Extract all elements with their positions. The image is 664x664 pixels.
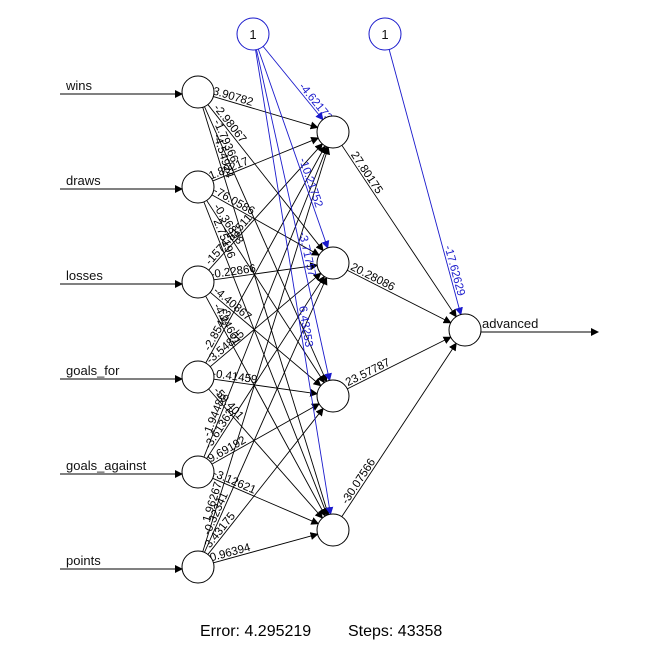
steps-label: Steps: 43358: [348, 623, 442, 640]
bias-node-hidden: [236, 17, 270, 51]
input-label-wins: wins: [65, 78, 93, 93]
edge-input-6-hidden-1: [202, 146, 331, 552]
edge-input-5-hidden-4: [212, 477, 320, 525]
input-label-goals_for: goals_for: [66, 363, 120, 378]
edge-input-5-hidden-1: [203, 145, 329, 458]
edge-input-2-hidden-2: [211, 194, 320, 256]
edge-input-6-hidden-3: [207, 407, 324, 555]
input-node-points: [181, 550, 215, 584]
edge-hidden-4-output: [341, 342, 457, 517]
edge-input-4-hidden-4: [208, 388, 324, 519]
edge-bias-hidden-1: [262, 46, 324, 121]
edge-hidden-2-output: [347, 269, 452, 324]
input-node-goals_for: [181, 360, 215, 394]
edge-bias-hidden-3: [256, 49, 332, 382]
edge-bias-hidden-2: [257, 48, 330, 249]
weight-bias-output: -17.62629: [442, 244, 467, 297]
input-label-draws: draws: [66, 173, 101, 188]
weight-hidden-2-output: 20.28086: [348, 261, 396, 293]
hidden-node-4: [316, 513, 350, 547]
edge-input-2-hidden-1: [212, 136, 320, 182]
weight-hidden-1-output: 27.80175: [348, 150, 385, 197]
edge-hidden-1-output: [341, 145, 457, 318]
weight-bias-hidden-3: -3.71757: [296, 231, 318, 278]
edge-input-6-hidden-2: [204, 276, 328, 553]
hidden-node-2: [316, 246, 350, 280]
input-node-wins: [181, 75, 215, 109]
input-node-losses: [181, 265, 215, 299]
weight-labels: 3.90782-2.98067-1.79366-4.549241.89217-7…: [201, 81, 467, 564]
edge-input-4-hidden-3: [213, 378, 319, 397]
bias-node-output: [368, 17, 402, 51]
input-node-draws: [181, 170, 215, 204]
weight-input-3-hidden-2: -0.22866: [210, 263, 257, 281]
input-label-points: points: [66, 553, 101, 568]
edge-hidden-3-output: [347, 336, 452, 390]
output-label-advanced: advanced: [482, 316, 538, 331]
edge-input-5-hidden-3: [211, 403, 320, 465]
edge-input-2-hidden-4: [203, 201, 329, 517]
edge-input-5-hidden-2: [206, 275, 325, 459]
edge-bias-hidden-4: [255, 49, 334, 516]
input-node-goals_against: [181, 455, 215, 489]
hidden-node-3: [316, 379, 350, 413]
edge-input-1-hidden-3: [204, 106, 328, 383]
input-label-losses: losses: [66, 268, 103, 283]
input-output-labels: wins draws losses goals_for goals_againstpoi…: [60, 78, 599, 573]
edge-input-6-hidden-4: [213, 532, 319, 564]
edge-input-3-hidden-4: [205, 295, 326, 517]
edge-input-3-hidden-1: [208, 143, 323, 271]
edge-input-4-hidden-1: [205, 145, 326, 364]
edge-input-3-hidden-2: [213, 262, 319, 281]
hidden-node-1: [316, 115, 350, 149]
connection-edges: [202, 46, 463, 564]
bias-node-label-2: 1: [381, 27, 388, 42]
error-label: Error: 4.295219: [200, 623, 311, 640]
weight-hidden-4-output: -30.07566: [340, 457, 379, 507]
weight-input-4-hidden-3: -0.41459: [211, 368, 258, 386]
input-label-goals_against: goals_against: [66, 458, 147, 473]
edge-input-1-hidden-4: [202, 107, 331, 516]
edge-bias-output: [388, 49, 463, 316]
edge-input-3-hidden-3: [209, 291, 322, 387]
weight-hidden-3-output: 23.57787: [344, 357, 392, 389]
edge-input-4-hidden-2: [209, 272, 322, 368]
output-node: [448, 313, 482, 347]
bias-node-label-1: 1: [249, 27, 256, 42]
